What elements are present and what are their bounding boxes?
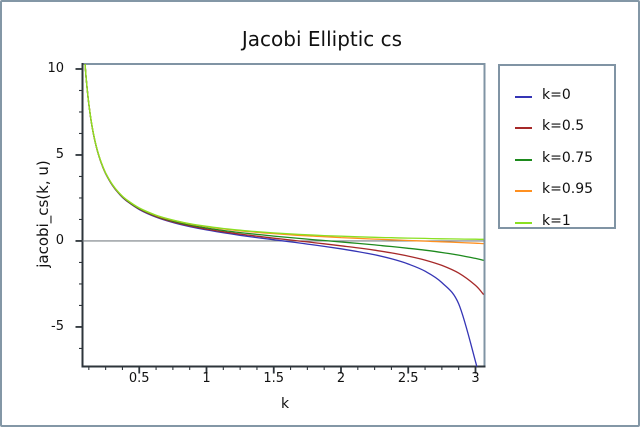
y-tick-label: 5	[55, 146, 64, 162]
x-tick-label: 3	[471, 371, 480, 386]
legend-box: k=0 k=0.5 k=0.75 k=0.95 k=1	[498, 64, 616, 229]
legend-label: k=0.95	[542, 181, 594, 198]
x-tick-label: 2.5	[397, 371, 419, 386]
x-tick-label: 0.5	[128, 371, 150, 386]
legend-label: k=0	[542, 86, 571, 103]
legend-entry-k0: k=0	[500, 79, 614, 111]
curve-k=0	[84, 64, 478, 367]
y-tick-label: -5	[51, 318, 64, 334]
x-tick-label: 2	[336, 371, 346, 386]
legend-line-swatch	[515, 95, 532, 98]
legend-line-swatch	[515, 158, 532, 161]
legend-entry-k05: k=0.5	[500, 111, 614, 143]
curve-k=0.75	[84, 64, 484, 262]
legend-label: k=1	[542, 212, 571, 229]
legend-line-swatch	[515, 127, 532, 130]
chart-title: Jacobi Elliptic cs	[241, 27, 403, 51]
y-tick-label: 10	[47, 60, 64, 76]
legend-label: k=0.5	[542, 118, 585, 135]
y-tick-label: 0	[55, 232, 64, 248]
curve-k=0.95	[84, 64, 484, 245]
x-axis-title: k	[280, 396, 290, 412]
legend-label: k=0.75	[542, 149, 594, 166]
legend-line-swatch	[515, 190, 532, 193]
x-tick-label: 1	[202, 371, 211, 386]
legend-entry-k095: k=0.95	[500, 174, 614, 206]
curve-k=1	[84, 64, 484, 240]
legend-entry-k075: k=0.75	[500, 142, 614, 174]
legend-line-swatch	[515, 221, 532, 224]
y-axis-title: jacobi_cs(k, u)	[34, 160, 52, 268]
x-tick-label: 1.5	[263, 371, 285, 386]
curve-k=0.5	[84, 64, 485, 296]
legend-entry-k1: k=1	[500, 205, 614, 237]
